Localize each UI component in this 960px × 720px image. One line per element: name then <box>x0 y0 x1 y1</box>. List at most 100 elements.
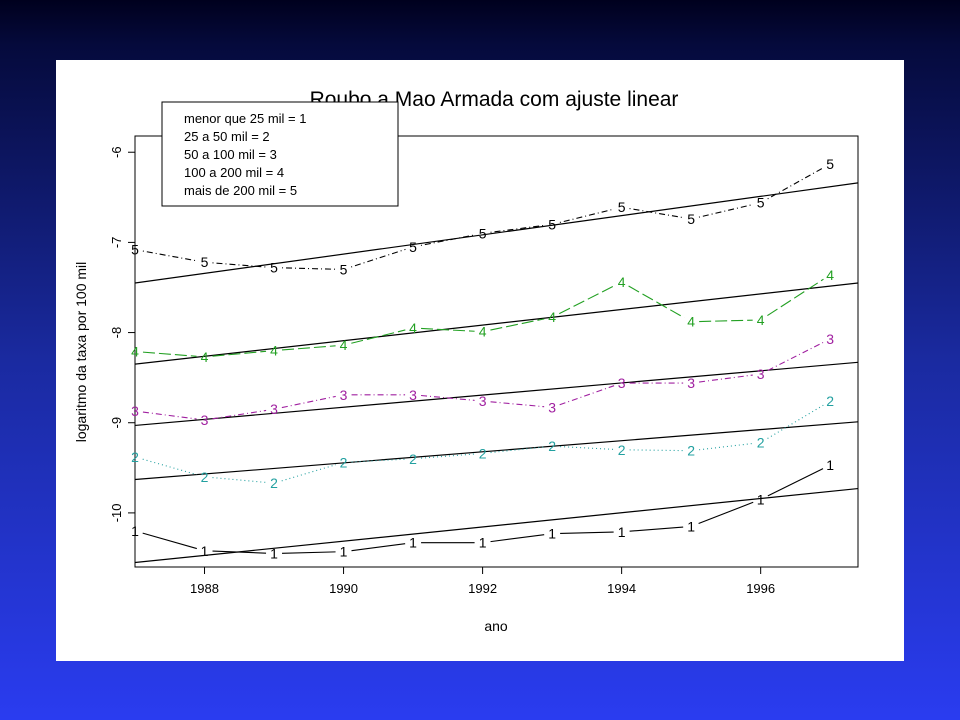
legend-entry-5: mais de 200 mil = 5 <box>184 183 297 198</box>
series-3-segment <box>767 341 824 371</box>
fit-line-4 <box>135 282 858 365</box>
series-2-point: 2 <box>270 475 278 491</box>
series-4-point: 4 <box>548 309 556 325</box>
series-5-point: 5 <box>131 242 139 258</box>
series-5-point: 5 <box>409 239 417 255</box>
series-1-segment <box>698 501 754 525</box>
legend-entry-3: 50 a 100 mil = 3 <box>184 147 277 162</box>
legend-entry-1: menor que 25 mil = 1 <box>184 111 306 126</box>
series-3-point: 3 <box>270 401 278 417</box>
series-2-segment <box>560 446 614 450</box>
series-1-segment <box>212 550 267 554</box>
series-2-point: 2 <box>131 449 139 465</box>
series-4-point: 4 <box>270 343 278 359</box>
series-4-point: 4 <box>826 267 834 283</box>
series-1-point: 1 <box>618 524 626 540</box>
series-3-point: 3 <box>687 375 695 391</box>
series-1-point: 1 <box>270 545 278 561</box>
series-4-segment <box>212 350 267 357</box>
series-3-segment <box>212 409 267 420</box>
series-5-segment <box>212 262 267 268</box>
y-tick-label: -9 <box>109 417 124 429</box>
series-5-segment <box>767 167 824 200</box>
series-1-point: 1 <box>340 544 348 560</box>
series-1-segment <box>351 543 406 552</box>
series-4-segment <box>699 319 753 323</box>
series-5-point: 5 <box>826 156 834 172</box>
legend-entry-4: 100 a 200 mil = 4 <box>184 165 284 180</box>
chart: Roubo a Mao Armada com ajuste linear 198… <box>73 88 859 634</box>
series-2-segment <box>351 458 406 463</box>
series-5-segment <box>698 204 754 218</box>
series-3-segment <box>559 385 615 406</box>
series-5-segment <box>282 267 336 270</box>
series-4-segment <box>628 285 685 319</box>
series-5-point: 5 <box>201 254 209 270</box>
series-5-point: 5 <box>270 260 278 276</box>
x-tick-label: 1988 <box>190 581 219 596</box>
series-3-point: 3 <box>479 393 487 409</box>
series-5-segment <box>490 224 545 233</box>
series-2-point: 2 <box>479 445 487 461</box>
series-5-point: 5 <box>479 225 487 241</box>
series-1-point: 1 <box>757 491 765 507</box>
x-axis-label: ano <box>484 618 508 634</box>
series-5-segment <box>142 250 197 262</box>
series-3-point: 3 <box>757 366 765 382</box>
y-axis-label: logaritmo da taxa por 100 mil <box>73 262 89 443</box>
series-1-point: 1 <box>479 535 487 551</box>
y-tick-label: -8 <box>109 327 124 339</box>
series-2-segment <box>629 449 684 452</box>
series-4-segment <box>421 327 475 332</box>
series-2-segment <box>767 404 824 439</box>
x-tick-label: 1992 <box>468 581 497 596</box>
x-tick-label: 1994 <box>607 581 636 596</box>
fit-line-3 <box>135 361 858 427</box>
series-3-point: 3 <box>409 387 417 403</box>
y-tick-label: -10 <box>109 504 124 523</box>
legend-box <box>161 101 399 207</box>
series-1-segment <box>767 468 824 497</box>
series-5-point: 5 <box>757 195 765 211</box>
series-3-point: 3 <box>340 387 348 403</box>
series-4-segment <box>559 285 615 315</box>
series-1-segment <box>282 551 336 554</box>
series-3-point: 3 <box>201 412 209 428</box>
y-axis: -10 -9 -8 -7 -6 <box>109 146 135 522</box>
series-5-point: 5 <box>340 261 348 277</box>
series-2-segment <box>281 464 337 482</box>
chart-title: Roubo a Mao Armada com ajuste linear <box>310 88 679 111</box>
series-1-point: 1 <box>201 543 209 559</box>
series-3-segment <box>281 395 336 409</box>
series-4-point: 4 <box>131 344 139 360</box>
series-1-point: 1 <box>687 518 695 534</box>
series-3-point: 3 <box>131 403 139 419</box>
series-5-segment <box>629 208 684 219</box>
series-1-point: 1 <box>826 457 834 473</box>
series-2-segment <box>142 458 197 476</box>
series-4-point: 4 <box>687 314 695 330</box>
series-4-segment <box>490 318 545 331</box>
legend: menor que 25 mil = 1 25 a 50 mil = 2 50 … <box>161 101 399 207</box>
series-4-segment <box>281 345 336 351</box>
series-2-point: 2 <box>201 469 209 485</box>
series-2-point: 2 <box>618 442 626 458</box>
fit-line-2 <box>135 421 858 481</box>
series-2-segment <box>699 442 753 451</box>
series-2-segment <box>490 446 545 454</box>
series-4-segment <box>142 351 197 357</box>
series-2-point: 2 <box>757 435 765 451</box>
series-2-segment <box>421 453 475 459</box>
x-tick-label: 1990 <box>329 581 358 596</box>
plot-box <box>134 135 859 568</box>
y-tick-label: -6 <box>109 146 124 158</box>
series-2-point: 2 <box>687 443 695 459</box>
series-3-point: 3 <box>548 399 556 415</box>
series-1-segment <box>490 534 545 543</box>
series-4-point: 4 <box>618 274 626 290</box>
y-tick-label: -7 <box>109 237 124 249</box>
series-5-point: 5 <box>687 211 695 227</box>
series-4-point: 4 <box>757 312 765 328</box>
series-5-segment <box>420 234 475 246</box>
series-1-point: 1 <box>131 523 139 539</box>
